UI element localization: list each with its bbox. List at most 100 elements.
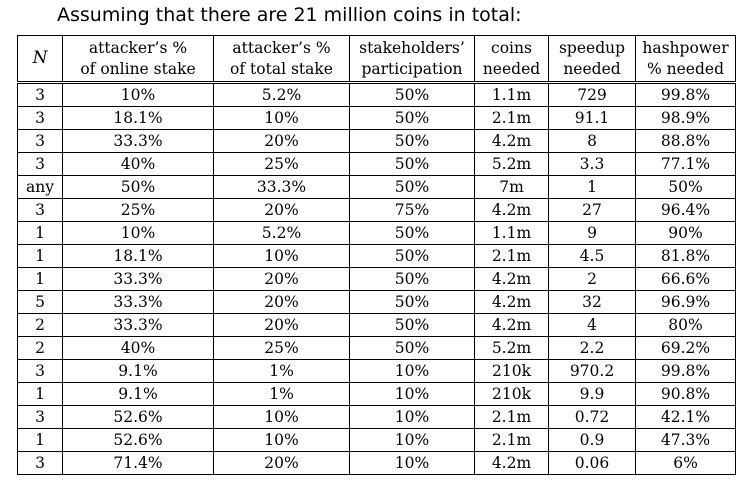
table-row: 3 9.1% 1% 10% 210k 970.2 99.8% [17, 359, 736, 383]
table-row: 1 10% 5.2% 50% 1.1m 9 90% [17, 221, 736, 245]
cell-hashpower-needed: 90.8% [635, 382, 736, 406]
cell-coins-needed: 210k [474, 382, 549, 406]
cell-speedup-needed: 32 [548, 290, 636, 314]
cell-n: 3 [17, 129, 63, 153]
cell-hashpower-needed: 42.1% [635, 405, 736, 429]
table-row: 3 40% 25% 50% 5.2m 3.3 77.1% [17, 152, 736, 176]
cell-online-stake: 40% [62, 336, 214, 360]
cell-speedup-needed: 2 [548, 267, 636, 291]
cell-total-stake: 33.3% [213, 175, 350, 199]
header-row: N attacker’s % of online stake attacker’… [17, 35, 736, 83]
cell-online-stake: 52.6% [62, 428, 214, 452]
cell-speedup-needed: 9 [548, 221, 636, 245]
cell-participation: 50% [349, 175, 475, 199]
cell-online-stake: 9.1% [62, 382, 214, 406]
cell-total-stake: 1% [213, 382, 350, 406]
cell-coins-needed: 210k [474, 359, 549, 383]
cell-speedup-needed: 4.5 [548, 244, 636, 268]
cell-coins-needed: 4.2m [474, 290, 549, 314]
cell-total-stake: 20% [213, 198, 350, 222]
cell-total-stake: 20% [213, 267, 350, 291]
table-row: 1 18.1% 10% 50% 2.1m 4.5 81.8% [17, 244, 736, 268]
table-row: 5 33.3% 20% 50% 4.2m 32 96.9% [17, 290, 736, 314]
cell-participation: 50% [349, 81, 475, 107]
cell-n: 2 [17, 313, 63, 337]
cell-participation: 50% [349, 267, 475, 291]
cell-participation: 50% [349, 221, 475, 245]
cell-coins-needed: 5.2m [474, 336, 549, 360]
table-row: 3 33.3% 20% 50% 4.2m 8 88.8% [17, 129, 736, 153]
cell-online-stake: 18.1% [62, 244, 214, 268]
cell-hashpower-needed: 80% [635, 313, 736, 337]
cell-participation: 50% [349, 336, 475, 360]
cell-n: 3 [17, 106, 63, 130]
cell-participation: 10% [349, 405, 475, 429]
cell-hashpower-needed: 6% [635, 451, 736, 475]
cell-total-stake: 20% [213, 290, 350, 314]
cell-online-stake: 52.6% [62, 405, 214, 429]
cell-online-stake: 50% [62, 175, 214, 199]
table-row: 3 25% 20% 75% 4.2m 27 96.4% [17, 198, 736, 222]
cell-total-stake: 25% [213, 336, 350, 360]
table-body: 3 10% 5.2% 50% 1.1m 729 99.8% 3 18.1% 10% 50% 2.1m 9… [17, 81, 736, 475]
cell-n: 3 [17, 198, 63, 222]
table-row: 3 71.4% 20% 10% 4.2m 0.06 6% [17, 451, 736, 475]
cell-hashpower-needed: 50% [635, 175, 736, 199]
header-total-stake-line2: of total stake [230, 59, 333, 78]
header-coins-needed-line2: needed [482, 59, 541, 78]
cell-coins-needed: 1.1m [474, 221, 549, 245]
cell-participation: 10% [349, 359, 475, 383]
table-row: 2 40% 25% 50% 5.2m 2.2 69.2% [17, 336, 736, 360]
cell-coins-needed: 4.2m [474, 313, 549, 337]
table-row: 1 52.6% 10% 10% 2.1m 0.9 47.3% [17, 428, 736, 452]
header-online-stake-line2: of online stake [80, 59, 196, 78]
cell-online-stake: 33.3% [62, 290, 214, 314]
header-n-label: N [32, 48, 48, 68]
cell-online-stake: 25% [62, 198, 214, 222]
cell-hashpower-needed: 66.6% [635, 267, 736, 291]
cell-hashpower-needed: 96.9% [635, 290, 736, 314]
cell-online-stake: 18.1% [62, 106, 214, 130]
cell-hashpower-needed: 77.1% [635, 152, 736, 176]
cell-speedup-needed: 9.9 [548, 382, 636, 406]
table-row: 1 33.3% 20% 50% 4.2m 2 66.6% [17, 267, 736, 291]
cell-total-stake: 5.2% [213, 81, 350, 107]
table-header: N attacker’s % of online stake attacker’… [17, 35, 736, 83]
cell-speedup-needed: 0.06 [548, 451, 636, 475]
cell-n: 1 [17, 267, 63, 291]
table-row: any 50% 33.3% 50% 7m 1 50% [17, 175, 736, 199]
cell-online-stake: 10% [62, 81, 214, 107]
page-title: Assuming that there are 21 million coins… [57, 4, 522, 26]
cell-n: 1 [17, 382, 63, 406]
cell-participation: 50% [349, 152, 475, 176]
cell-coins-needed: 2.1m [474, 405, 549, 429]
cell-hashpower-needed: 99.8% [635, 359, 736, 383]
cell-participation: 10% [349, 451, 475, 475]
header-online-stake-line1: attacker’s % [88, 38, 188, 57]
table-row: 3 18.1% 10% 50% 2.1m 91.1 98.9% [17, 106, 736, 130]
cell-participation: 50% [349, 244, 475, 268]
header-online-stake: attacker’s % of online stake [62, 35, 214, 83]
cell-n: 3 [17, 451, 63, 475]
header-speedup-needed-line1: speedup [558, 38, 626, 57]
cell-participation: 50% [349, 129, 475, 153]
cell-speedup-needed: 91.1 [548, 106, 636, 130]
cell-online-stake: 40% [62, 152, 214, 176]
cell-coins-needed: 2.1m [474, 244, 549, 268]
cell-coins-needed: 4.2m [474, 267, 549, 291]
cell-coins-needed: 2.1m [474, 106, 549, 130]
header-total-stake: attacker’s % of total stake [213, 35, 350, 83]
cell-participation: 50% [349, 106, 475, 130]
cell-coins-needed: 2.1m [474, 428, 549, 452]
cell-speedup-needed: 1 [548, 175, 636, 199]
cell-n: 3 [17, 81, 63, 107]
cell-participation: 50% [349, 313, 475, 337]
cell-speedup-needed: 4 [548, 313, 636, 337]
cell-n: 3 [17, 359, 63, 383]
cell-online-stake: 33.3% [62, 313, 214, 337]
cell-speedup-needed: 3.3 [548, 152, 636, 176]
cell-total-stake: 10% [213, 244, 350, 268]
cell-hashpower-needed: 90% [635, 221, 736, 245]
header-speedup-needed-line2: needed [563, 59, 621, 78]
header-speedup-needed: speedup needed [548, 35, 636, 83]
